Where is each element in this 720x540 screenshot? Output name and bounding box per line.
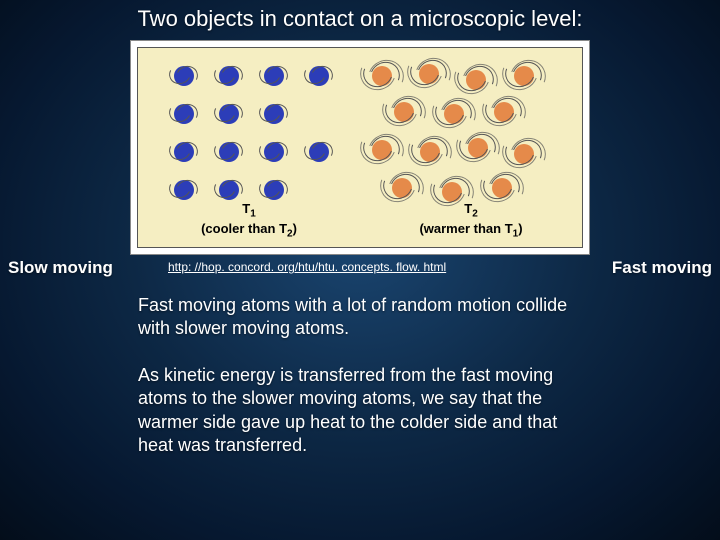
cool-atom	[170, 100, 198, 128]
cool-atom	[305, 138, 333, 166]
warm-atom	[510, 62, 538, 90]
t2-desc-open: (warmer than T	[419, 221, 512, 236]
slow-moving-label: Slow moving	[8, 258, 113, 278]
warm-atom	[368, 62, 396, 90]
paragraph-1: Fast moving atoms with a lot of random m…	[138, 294, 588, 341]
diagram-canvas: T1 (cooler than T2) T2 (warmer than T1)	[137, 47, 583, 248]
warm-cluster-label: T2 (warmer than T1)	[360, 201, 582, 241]
t2-symbol: T	[464, 201, 472, 216]
warm-atom	[416, 138, 444, 166]
cool-atom	[260, 138, 288, 166]
cool-atom	[260, 100, 288, 128]
cool-atom	[215, 138, 243, 166]
cool-atom	[260, 62, 288, 90]
cool-cluster-label: T1 (cooler than T2)	[138, 201, 360, 241]
paragraph-2: As kinetic energy is transferred from th…	[138, 364, 588, 458]
cool-atom	[170, 62, 198, 90]
t1-desc-close: )	[293, 221, 297, 236]
warm-atom	[510, 140, 538, 168]
warm-atom	[490, 98, 518, 126]
t1-subscript: 1	[250, 208, 256, 219]
source-url: http: //hop. concord. org/htu/htu. conce…	[168, 260, 446, 274]
cool-atom	[170, 176, 198, 204]
warm-atom	[390, 98, 418, 126]
warm-atom	[462, 66, 490, 94]
cool-atom	[215, 100, 243, 128]
warm-atom	[488, 174, 516, 202]
cool-atom	[215, 176, 243, 204]
cool-atom	[170, 138, 198, 166]
warm-atoms-cluster	[360, 56, 560, 206]
t1-symbol: T	[242, 201, 250, 216]
cool-atoms-cluster	[160, 56, 360, 206]
t2-subscript: 2	[472, 208, 478, 219]
t1-desc-open: (cooler than T	[201, 221, 287, 236]
warm-atom	[440, 100, 468, 128]
page-title: Two objects in contact on a microscopic …	[0, 6, 720, 32]
warm-atom	[368, 136, 396, 164]
cool-atom	[305, 62, 333, 90]
warm-atom	[464, 134, 492, 162]
cool-atom	[215, 62, 243, 90]
warm-atom	[388, 174, 416, 202]
diagram-frame: T1 (cooler than T2) T2 (warmer than T1)	[130, 40, 590, 255]
cool-atom	[260, 176, 288, 204]
t2-desc-close: )	[518, 221, 522, 236]
warm-atom	[415, 60, 443, 88]
fast-moving-label: Fast moving	[612, 258, 712, 278]
